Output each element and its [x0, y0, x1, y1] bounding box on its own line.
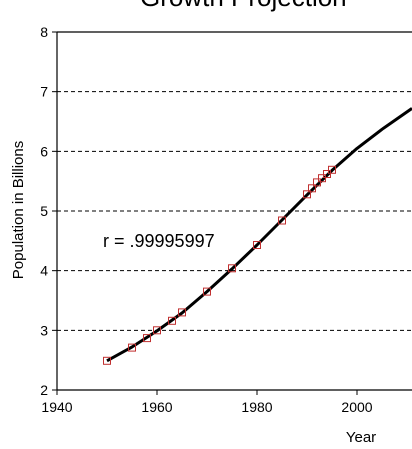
- x-axis-ticks: 1940 1960 1980 2000: [41, 390, 373, 415]
- y-tick-label-3: 3: [40, 322, 48, 338]
- y-tick-label-7: 7: [40, 84, 48, 100]
- data-point: [303, 190, 311, 199]
- data-point: [313, 178, 321, 187]
- data-point: [323, 170, 331, 178]
- data-point: [328, 165, 336, 174]
- y-tick-label-5: 5: [40, 203, 48, 219]
- x-axis-title: Year: [346, 429, 376, 446]
- chart-title: Growth Projection: [140, 0, 347, 12]
- y-axis-title: Population in Billions: [10, 141, 27, 279]
- y-tick-label-6: 6: [40, 143, 48, 159]
- data-point: [278, 216, 286, 225]
- y-tick-label-2: 2: [40, 382, 48, 398]
- x-tick-label-1980: 1980: [241, 399, 272, 415]
- data-point: [103, 356, 111, 365]
- data-point: [308, 184, 316, 193]
- data-point: [168, 316, 176, 325]
- data-point: [318, 174, 326, 183]
- fit-line: [106, 107, 412, 363]
- y-axis-ticks: 2 3 4 5 6 7 8: [40, 24, 57, 398]
- data-point: [178, 308, 186, 317]
- grid-lines: [57, 91, 412, 331]
- data-point: [128, 343, 136, 352]
- correlation-annotation: r = .99995997: [103, 231, 215, 251]
- data-point: [228, 264, 236, 273]
- x-tick-label-2000: 2000: [341, 399, 372, 415]
- series-group: [103, 107, 412, 365]
- data-point: [253, 241, 261, 249]
- x-tick-label-1940: 1940: [41, 399, 72, 415]
- y-tick-label-4: 4: [40, 263, 48, 279]
- data-point: [153, 326, 161, 335]
- data-point: [203, 287, 211, 296]
- x-tick-label-1960: 1960: [141, 399, 172, 415]
- data-point: [143, 334, 151, 343]
- y-tick-label-8: 8: [40, 24, 48, 40]
